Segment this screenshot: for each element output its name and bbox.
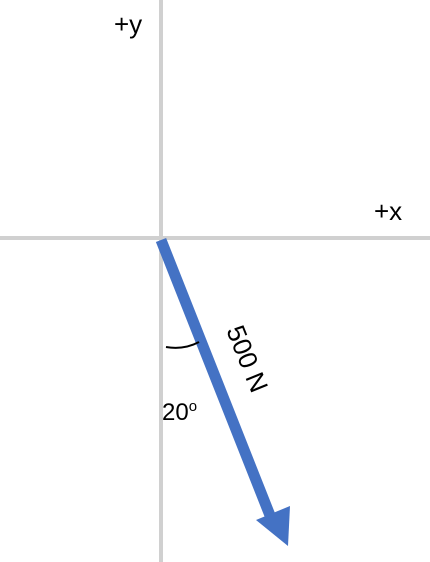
y-axis-label: +y <box>114 9 142 39</box>
force-vector-arrowhead <box>256 506 290 546</box>
degree-symbol: o <box>189 398 197 415</box>
force-vector-shaft <box>155 237 277 521</box>
force-vector <box>155 237 290 546</box>
angle-label: 20o <box>162 398 197 426</box>
angle-value: 20 <box>162 399 189 426</box>
angle-arc <box>165 341 200 349</box>
force-magnitude-label: 500 N <box>220 321 274 397</box>
x-axis-label: +x <box>374 196 402 226</box>
